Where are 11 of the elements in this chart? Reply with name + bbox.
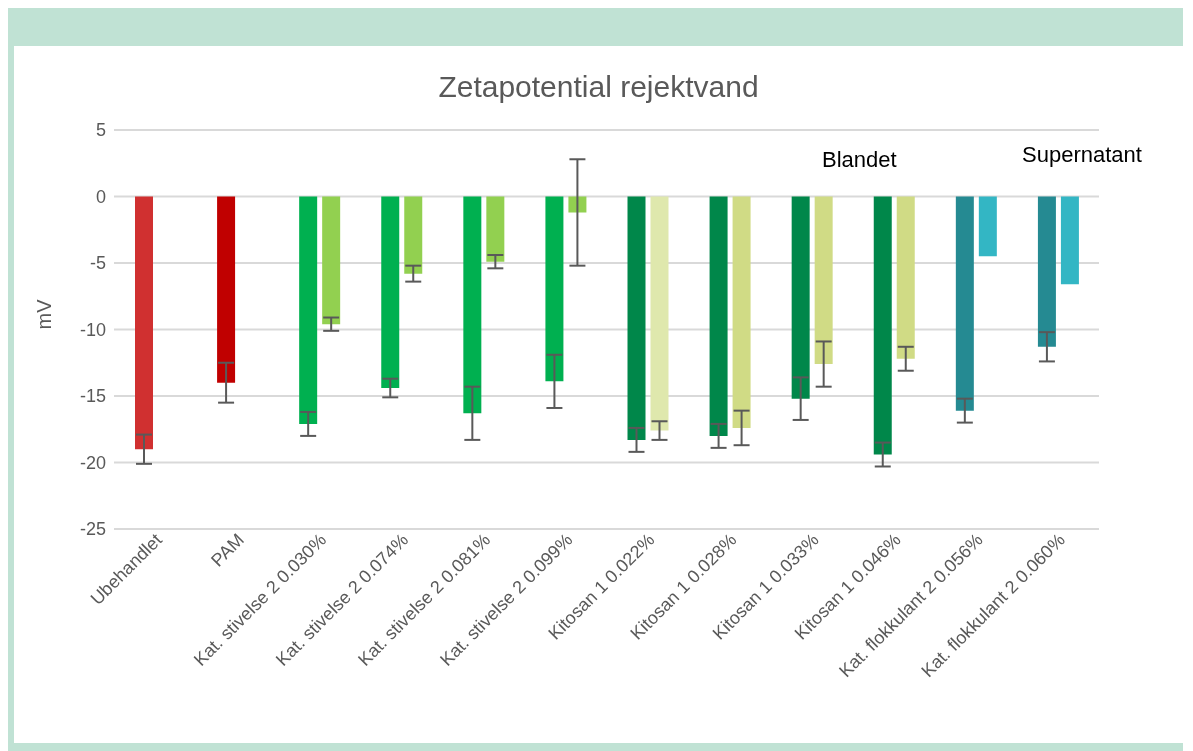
y-tick-label: -25 bbox=[79, 519, 106, 540]
y-tick-label: 0 bbox=[95, 186, 106, 207]
y-tick-label: -10 bbox=[79, 319, 106, 340]
y-axis-title: mV bbox=[33, 298, 56, 330]
y-tick-label: -5 bbox=[89, 253, 106, 274]
annotation: Blandet bbox=[822, 147, 897, 173]
y-tick-label: -20 bbox=[79, 452, 106, 473]
y-tick-label: -15 bbox=[79, 386, 106, 407]
y-tick-label: 5 bbox=[95, 120, 106, 141]
annotation: Supernatant bbox=[1022, 142, 1142, 168]
chart-title: Zetapotential rejektvand bbox=[437, 70, 760, 104]
